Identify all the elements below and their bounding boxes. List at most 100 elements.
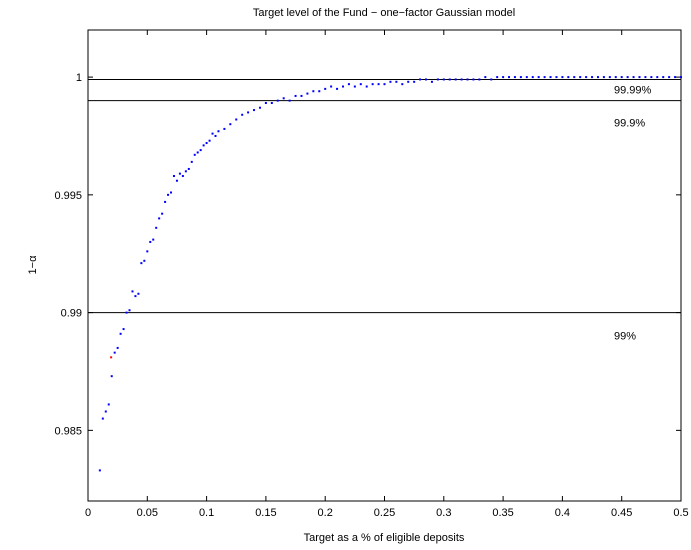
data-point: [128, 309, 131, 312]
data-point: [137, 292, 140, 295]
data-point: [253, 109, 256, 112]
data-point: [573, 76, 576, 79]
reference-line-label: 99.9%: [614, 118, 645, 130]
y-axis-label: 1−α: [27, 255, 39, 275]
data-point: [567, 76, 570, 79]
data-point: [324, 87, 327, 90]
data-point: [585, 76, 588, 79]
data-point: [282, 97, 285, 100]
y-tick-label: 0.995: [54, 190, 82, 202]
data-point: [371, 83, 374, 86]
data-point: [116, 346, 119, 349]
data-point: [466, 78, 469, 81]
data-point: [430, 80, 433, 83]
x-tick-label: 0.05: [137, 507, 158, 519]
data-point: [202, 144, 205, 147]
data-point: [644, 76, 647, 79]
data-point: [596, 76, 599, 79]
highlighted-data-point: [110, 356, 113, 359]
data-point: [223, 127, 226, 130]
data-point: [161, 212, 164, 215]
data-point: [113, 351, 116, 354]
x-tick-label: 0.35: [492, 507, 513, 519]
x-axis: 0 0.05 0.1 0.15 0.2 0.25 0.3 0.35 0.4 0.45 0.5: [85, 30, 689, 519]
data-point: [662, 76, 665, 79]
data-point: [555, 76, 558, 79]
data-point: [107, 403, 110, 406]
data-point: [181, 175, 184, 178]
y-tick-label: 0.985: [54, 425, 82, 437]
y-tick-label: 0.99: [61, 308, 82, 320]
data-point: [264, 102, 267, 105]
data-point: [217, 130, 220, 133]
data-point: [436, 78, 439, 81]
data-point: [288, 99, 291, 102]
data-point: [193, 153, 196, 156]
data-point: [413, 80, 416, 83]
data-point: [561, 76, 564, 79]
data-point: [591, 76, 594, 79]
data-point: [668, 76, 671, 79]
data-point: [608, 76, 611, 79]
data-point: [158, 217, 161, 220]
data-point: [312, 90, 315, 93]
data-point: [614, 76, 617, 79]
data-point: [229, 123, 232, 126]
data-point: [241, 113, 244, 116]
data-point: [172, 175, 175, 178]
data-point: [205, 142, 208, 145]
x-tick-label: 0.45: [611, 507, 632, 519]
data-point: [104, 410, 107, 413]
data-point: [650, 76, 653, 79]
data-point: [632, 76, 635, 79]
data-point: [170, 191, 173, 194]
data-point: [247, 111, 250, 114]
data-point: [276, 99, 279, 102]
data-point: [178, 172, 181, 175]
data-point: [513, 76, 516, 79]
data-point: [125, 311, 128, 314]
data-point: [258, 106, 261, 109]
data-point: [270, 102, 273, 105]
data-point: [377, 83, 380, 86]
y-tick-label: 1: [76, 72, 82, 84]
data-point: [401, 83, 404, 86]
data-point: [448, 78, 451, 81]
data-point: [98, 469, 101, 472]
data-point: [134, 295, 137, 298]
data-point: [549, 76, 552, 79]
data-point: [502, 76, 505, 79]
data-point: [425, 78, 428, 81]
data-point: [389, 80, 392, 83]
data-point: [602, 76, 605, 79]
data-point: [442, 78, 445, 81]
data-point: [579, 76, 582, 79]
data-point: [341, 85, 344, 88]
data-point: [184, 170, 187, 173]
data-point: [330, 85, 333, 88]
data-point: [146, 250, 149, 253]
data-point: [543, 76, 546, 79]
data-point: [143, 259, 146, 262]
data-point: [490, 78, 493, 81]
data-point: [119, 332, 122, 335]
plot-area: [87, 29, 682, 502]
data-point: [525, 76, 528, 79]
data-point: [235, 118, 238, 121]
data-point: [519, 76, 522, 79]
data-point: [478, 78, 481, 81]
reference-line-label: 99%: [614, 331, 636, 343]
data-point: [306, 92, 309, 95]
data-point: [101, 417, 104, 420]
data-point: [359, 83, 362, 86]
data-point: [656, 76, 659, 79]
data-point: [537, 76, 540, 79]
data-point: [508, 76, 511, 79]
data-point: [395, 80, 398, 83]
data-point: [336, 87, 339, 90]
data-point: [531, 76, 534, 79]
reference-lines: 99.99% 99.9% 99%: [88, 78, 681, 343]
data-point: [674, 76, 677, 79]
data-point: [131, 290, 134, 293]
